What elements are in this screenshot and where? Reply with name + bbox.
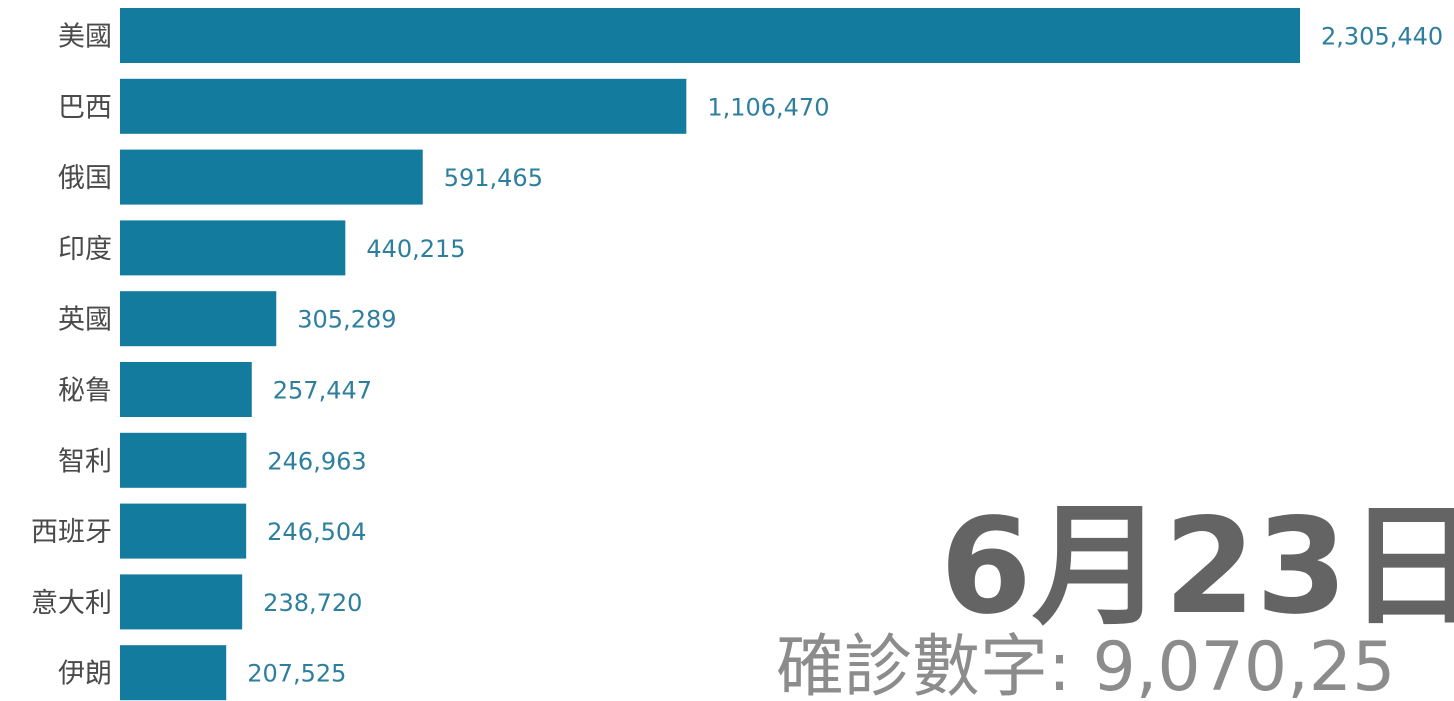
category-label: 美國 — [58, 22, 112, 53]
category-label: 秘鲁 — [58, 376, 112, 407]
value-label: 207,525 — [247, 660, 346, 688]
category-label: 伊朗 — [58, 659, 112, 690]
category-label: 英國 — [58, 305, 112, 336]
bar-7 — [120, 503, 247, 559]
bar-6 — [120, 432, 247, 488]
category-label: 巴西 — [58, 92, 112, 123]
value-label: 257,447 — [273, 377, 372, 405]
value-label: 2,305,440 — [1321, 23, 1443, 51]
value-label: 591,465 — [444, 164, 543, 192]
category-label: 印度 — [58, 234, 112, 265]
value-label: 305,289 — [297, 306, 396, 334]
value-label: 238,720 — [263, 589, 362, 617]
category-label: 西班牙 — [31, 517, 112, 548]
value-label: 440,215 — [366, 235, 465, 263]
value-label: 1,106,470 — [707, 93, 829, 121]
bar-9 — [120, 645, 227, 701]
bar-0 — [120, 8, 1300, 63]
bar-2 — [120, 149, 423, 205]
date-label: 6月23日 — [940, 490, 1454, 644]
bar-8 — [120, 574, 243, 630]
bar-1 — [120, 78, 687, 134]
value-label: 246,963 — [267, 447, 366, 475]
total-confirmed-label: 確診數字: 9,070,25 — [776, 628, 1395, 701]
bars-layer: 美國 2,305,440 巴西 1,106,470 俄国 591,465 印度 440,215… — [31, 8, 1443, 701]
bar-5 — [120, 362, 252, 417]
bar-4 — [120, 291, 277, 347]
bar-3 — [120, 220, 346, 276]
category-label: 意大利 — [31, 588, 112, 619]
value-label: 246,504 — [267, 518, 366, 546]
category-label: 智利 — [58, 446, 112, 477]
category-label: 俄国 — [58, 163, 112, 194]
